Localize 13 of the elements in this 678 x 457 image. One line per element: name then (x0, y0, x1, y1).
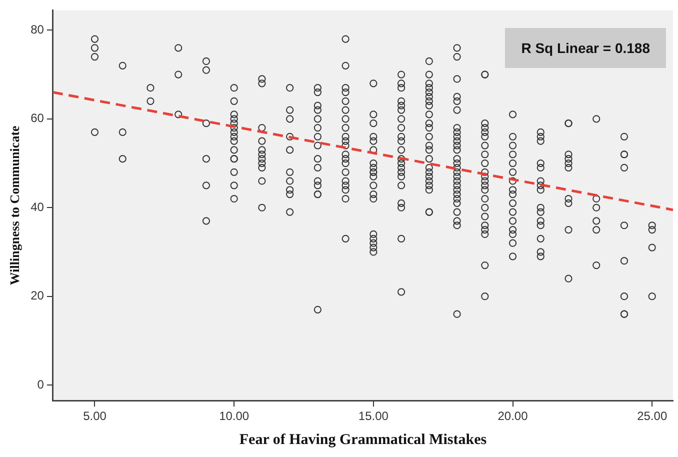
x-tick-label: 10.00 (219, 409, 250, 424)
x-tick-label: 20.00 (498, 409, 528, 424)
x-tick-label: 25.00 (637, 409, 668, 424)
y-tick-label: 60 (30, 111, 44, 126)
y-tick-label: 80 (30, 22, 44, 36)
y-axis-title: Willingness to Communicate (7, 125, 22, 286)
x-axis-title: Fear of Having Grammatical Mistakes (239, 432, 487, 448)
annotation: R Sq Linear = 0.188 (505, 28, 666, 68)
y-tick-label: 0 (37, 377, 44, 392)
y-tick-label: 40 (30, 200, 44, 214)
x-tick-label: 15.00 (358, 409, 389, 424)
y-tick-label: 20 (30, 288, 44, 303)
x-tick-label: 5.00 (83, 409, 107, 424)
